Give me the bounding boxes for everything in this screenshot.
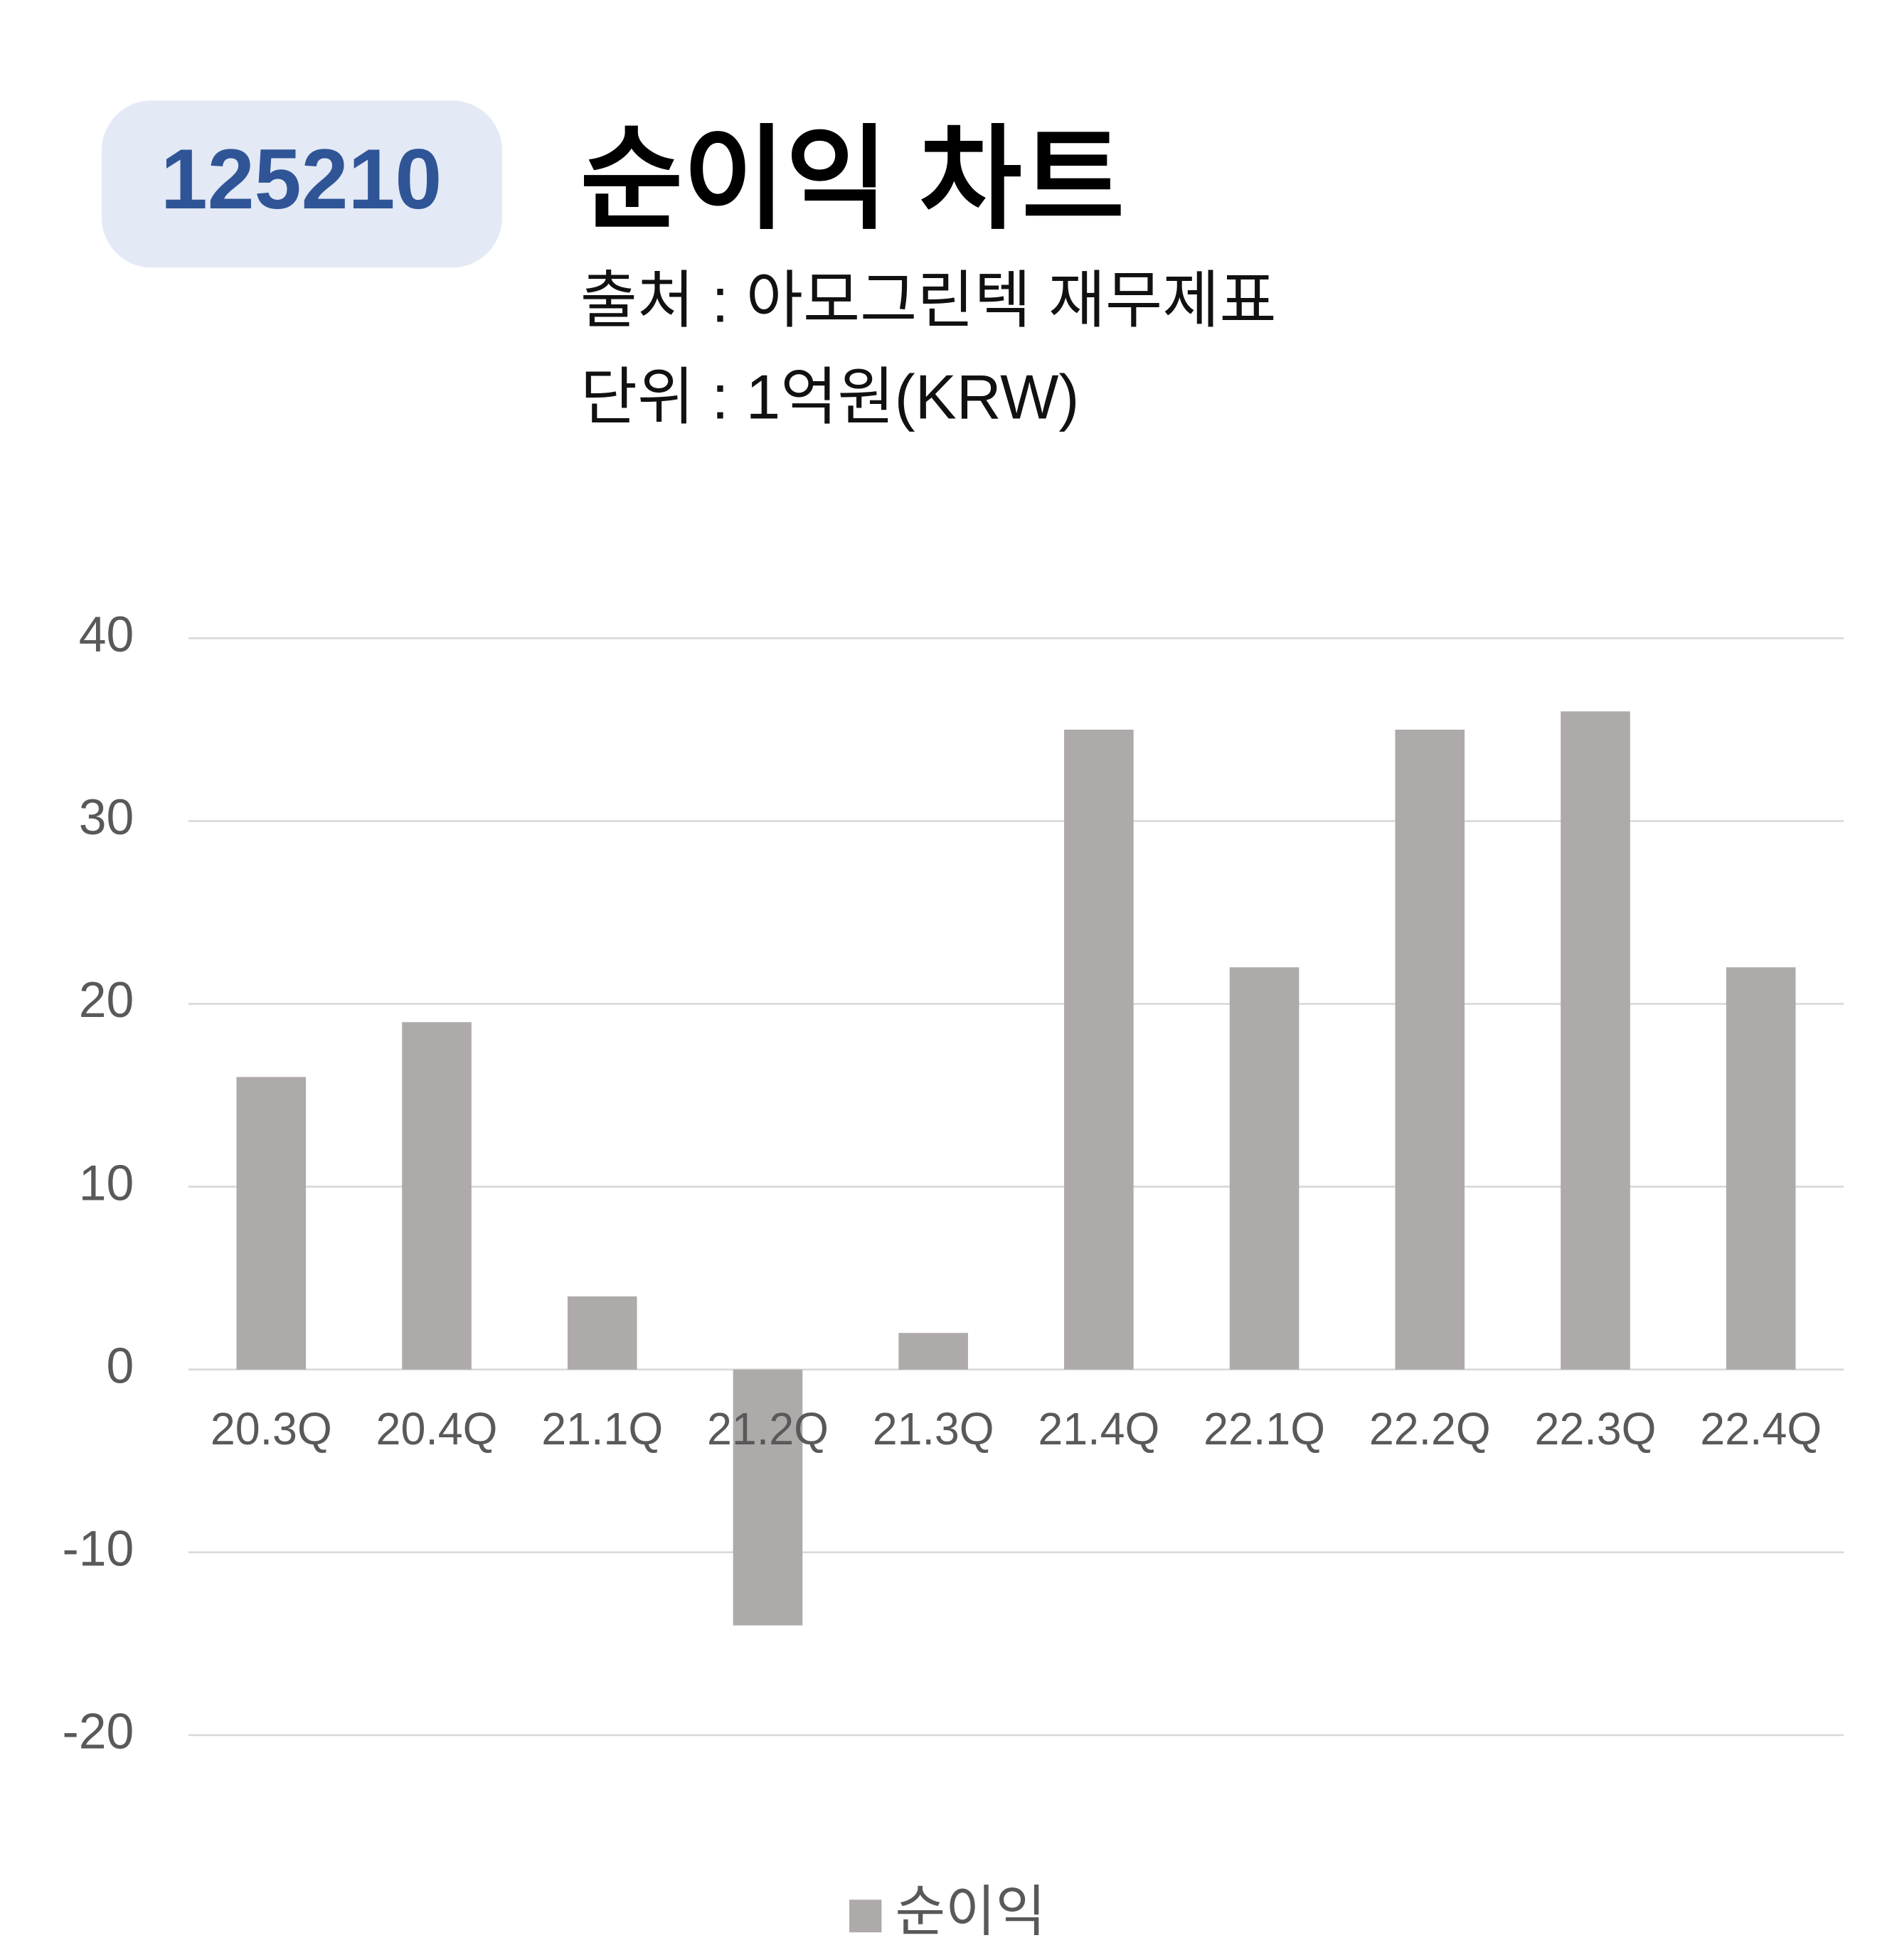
legend-swatch (849, 1900, 882, 1933)
subtitle: 출처 : 아모그린텍 재무제표 (580, 265, 1277, 336)
chart-title: 순이익 차트 (580, 117, 1125, 243)
bar (898, 1333, 968, 1370)
y-tick-label: 30 (79, 789, 134, 846)
ticker: 125210 (161, 132, 442, 227)
x-tick-label: 21.3Q (873, 1404, 994, 1454)
subtitle: 단위 : 1억원(KRW) (580, 362, 1080, 432)
bar (1561, 711, 1630, 1370)
y-tick-label: 0 (106, 1337, 134, 1394)
bar (1064, 729, 1134, 1370)
bar (236, 1077, 307, 1370)
y-tick-label: 10 (79, 1154, 134, 1211)
bar (1395, 729, 1465, 1370)
x-tick-label: 20.3Q (211, 1404, 332, 1454)
x-tick-label: 22.4Q (1700, 1404, 1822, 1454)
x-tick-label: 22.2Q (1369, 1404, 1491, 1454)
y-tick-label: -10 (62, 1520, 134, 1577)
x-tick-label: 22.1Q (1203, 1404, 1325, 1454)
x-tick-label: 21.4Q (1038, 1404, 1159, 1454)
bar (402, 1022, 472, 1370)
bar (567, 1296, 637, 1370)
y-tick-label: 20 (79, 971, 134, 1028)
bar (1726, 967, 1796, 1370)
x-tick-label: 21.1Q (541, 1404, 663, 1454)
bar (1229, 967, 1300, 1370)
legend-label: 순이익 (896, 1881, 1046, 1943)
x-tick-label: 20.4Q (376, 1404, 498, 1454)
bar (733, 1369, 803, 1626)
x-tick-label: 22.3Q (1535, 1404, 1657, 1454)
y-tick-label: -20 (62, 1703, 134, 1759)
y-tick-label: 40 (79, 606, 134, 663)
ticker-badge (101, 100, 502, 268)
x-tick-label: 21.2Q (707, 1404, 829, 1454)
